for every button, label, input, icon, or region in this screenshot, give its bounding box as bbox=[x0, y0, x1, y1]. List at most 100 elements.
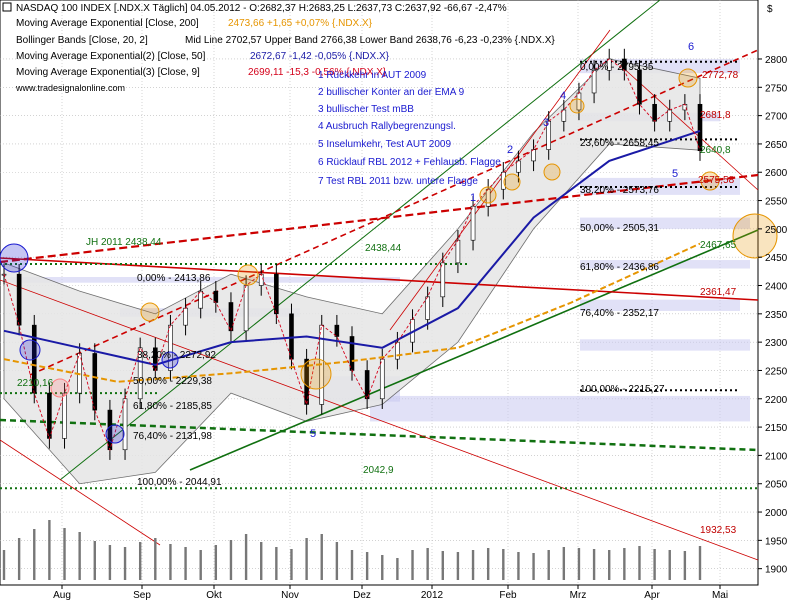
candle-body-11 bbox=[168, 324, 173, 371]
indicator-bollinger-label: Bollinger Bands [Close, 20, 2] bbox=[16, 35, 148, 46]
volume-bar-36 bbox=[547, 550, 550, 580]
volume-bar-40 bbox=[608, 550, 611, 580]
volume-bar-6 bbox=[93, 541, 96, 580]
candle-body-9 bbox=[137, 347, 143, 400]
candle-body-8 bbox=[122, 398, 128, 451]
volume-bar-26 bbox=[396, 558, 399, 580]
fib-right-50: 50,00% - 2505,31 bbox=[580, 223, 659, 234]
highlight-circle-13 bbox=[161, 351, 179, 369]
tag-2681: 2681,8 bbox=[700, 110, 731, 121]
highlight-circle-3 bbox=[300, 358, 332, 390]
x-tick-label-Dez: Dez bbox=[353, 590, 371, 600]
y-tick-label-2500: 2500 bbox=[765, 225, 788, 236]
volume-bar-8 bbox=[123, 547, 127, 580]
fib-right-382: 38,20% - 2573,76 bbox=[580, 185, 659, 196]
highlight-circle-4 bbox=[479, 186, 497, 204]
y-tick-label-2700: 2700 bbox=[765, 112, 788, 123]
indicator-bollinger-value: Mid Line 2702,57 Upper Band 2766,38 Lowe… bbox=[185, 35, 555, 46]
fib-left-382: 38,20% - 2272,92 bbox=[137, 350, 216, 361]
green-channel-upper bbox=[0, 418, 759, 452]
volume-bar-5 bbox=[78, 532, 81, 580]
volume-bar-14 bbox=[214, 545, 218, 580]
red-lower-ray bbox=[0, 439, 161, 546]
candle-body-1 bbox=[16, 273, 22, 326]
volume-bar-44 bbox=[668, 550, 671, 580]
fib-labels-right: 0,00% - 2795,35 23,60% - 2658,45 38,20% … bbox=[580, 62, 665, 395]
y-tick-label-1950: 1950 bbox=[765, 536, 788, 547]
volume-bar-34 bbox=[517, 552, 520, 580]
candle-body-29 bbox=[440, 262, 446, 298]
y-tick-label-2600: 2600 bbox=[765, 168, 788, 179]
highlight-circle-7 bbox=[569, 98, 585, 114]
level-2438-label: 2438,44 bbox=[365, 243, 402, 254]
indicator-ema9-value: 2699,11 -15,3 -0,56% {.NDX.X} bbox=[248, 67, 387, 78]
volume-bar-19 bbox=[290, 549, 293, 580]
green-steep-trend bbox=[59, 0, 661, 481]
volume-bar-46 bbox=[698, 546, 702, 580]
fib-left-50: 50,00% - 2229,38 bbox=[133, 376, 212, 387]
x-tick-label-Mai: Mai bbox=[712, 590, 728, 600]
fib-zone-5 bbox=[580, 299, 740, 311]
legend-notes: 1 Rückkehr in AUT 2009 2 bullischer Kont… bbox=[318, 70, 501, 187]
wave-5-right: 5 bbox=[672, 168, 678, 180]
y-axis: 1900 1950 2000 2050 2100 2150 2200 2250 2300 2350… bbox=[758, 55, 788, 576]
y-tick-label-2250: 2250 bbox=[765, 366, 788, 377]
wave-3: 3 bbox=[543, 117, 549, 129]
volume-bar-10 bbox=[154, 538, 157, 580]
y-tick-label-2800: 2800 bbox=[765, 55, 788, 66]
highlight-circle-8 bbox=[678, 68, 698, 88]
fib-right-764: 76,40% - 2352,17 bbox=[580, 308, 659, 319]
candle-body-3 bbox=[47, 392, 52, 439]
currency-label: $ bbox=[767, 4, 773, 15]
y-tick-label-2050: 2050 bbox=[765, 480, 788, 491]
candle-body-42 bbox=[637, 70, 642, 105]
x-tick-label-2012: 2012 bbox=[421, 590, 444, 600]
volume-bar-27 bbox=[411, 550, 414, 580]
highlight-circle-14 bbox=[19, 339, 41, 361]
y-tick-label-1900: 1900 bbox=[765, 565, 788, 576]
fib-right-100: 100,00% - 2215,27 bbox=[580, 384, 665, 395]
red-long-diagonal bbox=[0, 279, 759, 561]
volume-bar-45 bbox=[683, 551, 687, 580]
red-flag-line bbox=[619, 64, 759, 191]
source-url: www.tradesignalonline.com bbox=[15, 83, 125, 93]
tag-2467: 2467,65 bbox=[700, 240, 737, 251]
red-resistance-2011 bbox=[0, 257, 759, 301]
fib-zone-8 bbox=[10, 277, 400, 283]
volume-bar-25 bbox=[381, 555, 384, 580]
indicator-ema9-label: Moving Average Exponential(3) [Close, 9] bbox=[16, 67, 200, 78]
trend-lines bbox=[0, 0, 759, 561]
highlight-circle-12 bbox=[105, 424, 125, 444]
x-tick-label-Aug: Aug bbox=[53, 590, 71, 600]
volume-bar-7 bbox=[108, 545, 112, 580]
indicator-ema50-label: Moving Average Exponential(2) [Close, 50… bbox=[16, 51, 206, 62]
volume-bar-18 bbox=[275, 547, 278, 580]
volume-bar-29 bbox=[441, 551, 444, 580]
volume-bar-17 bbox=[260, 542, 263, 580]
wave-6: 6 bbox=[688, 41, 694, 53]
wave-1: 1 bbox=[470, 192, 476, 204]
candle-body-39 bbox=[591, 70, 597, 94]
indicator-ema200-label: Moving Average Exponential [Close, 200] bbox=[16, 18, 199, 29]
highlight-circle-10 bbox=[732, 213, 778, 259]
legend-note-6: 6 Rücklauf RBL 2012 + Fehlausb. Flagge bbox=[318, 157, 501, 168]
fib-zone-6 bbox=[580, 339, 750, 351]
level-annotations: JH 2011 2438,44 2438,44 2042,9 2210,16 2… bbox=[17, 70, 739, 536]
volume-bar-1 bbox=[17, 538, 21, 580]
wave-2: 2 bbox=[507, 144, 513, 156]
candle-body-17 bbox=[258, 273, 264, 286]
y-tick-label-2200: 2200 bbox=[765, 395, 788, 406]
candle-body-37 bbox=[561, 109, 567, 122]
highlight-circle-5 bbox=[503, 173, 521, 191]
tag-2772: 2772,78 bbox=[702, 70, 739, 81]
candle-body-36 bbox=[546, 120, 551, 150]
highlight-circle-2 bbox=[237, 264, 259, 286]
candle-body-30 bbox=[455, 239, 461, 264]
highlight-circle-0 bbox=[0, 243, 29, 273]
header: NASDAQ 100 INDEX [.NDX.X Täglich] 04.05.… bbox=[2, 2, 555, 93]
red-rally-line bbox=[389, 29, 611, 331]
x-tick-label-Okt: Okt bbox=[206, 590, 222, 600]
wave-labels: 1 2 3 4 5 6 5 bbox=[310, 41, 694, 440]
candle-body-18 bbox=[274, 273, 279, 315]
